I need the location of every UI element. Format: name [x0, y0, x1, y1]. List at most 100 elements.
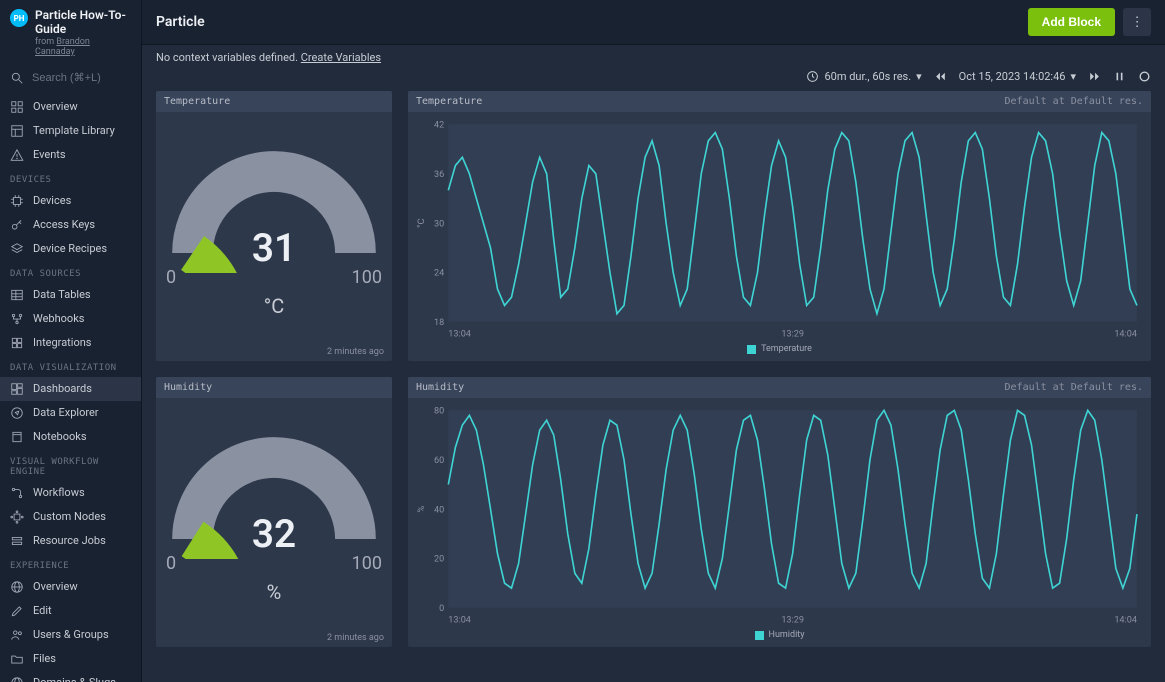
widget-title: Temperature — [164, 96, 230, 107]
warn-icon — [10, 148, 24, 162]
puzzle-icon — [10, 336, 24, 350]
nav-section-heading: DEVICES — [0, 167, 141, 189]
search-input[interactable] — [32, 72, 131, 84]
svg-text:30: 30 — [434, 218, 444, 229]
nav-item-resource-jobs[interactable]: Resource Jobs — [0, 529, 141, 553]
duration-selector[interactable]: 60m dur., 60s res. ▾ — [806, 70, 921, 83]
gauge-unit: °C — [264, 294, 285, 318]
search-icon — [10, 71, 24, 85]
widget-footer: 2 minutes ago — [156, 343, 392, 361]
nav-item-data-tables[interactable]: Data Tables — [0, 283, 141, 307]
key-icon — [10, 218, 24, 232]
pen-icon — [10, 604, 24, 618]
svg-text:18: 18 — [434, 317, 444, 328]
context-message: No context variables defined. — [156, 51, 298, 64]
nav-item-edit[interactable]: Edit — [0, 599, 141, 623]
nav-section-heading: EXPERIENCE — [0, 553, 141, 575]
pause-icon — [1113, 70, 1126, 83]
widget-footer: 2 minutes ago — [156, 629, 392, 647]
time-toolbar: 60m dur., 60s res. ▾ Oct 15, 2023 14:02:… — [142, 70, 1165, 91]
refresh-icon — [1138, 70, 1151, 83]
svg-text:13:04: 13:04 — [448, 615, 471, 626]
layers-icon — [10, 242, 24, 256]
nav-section-heading: DATA SOURCES — [0, 261, 141, 283]
gauge-svg: 31 — [162, 141, 386, 273]
svg-text:13:29: 13:29 — [781, 615, 804, 626]
chip-icon — [10, 194, 24, 208]
create-variables-link[interactable]: Create Variables — [301, 51, 381, 64]
main: Particle Add Block ⋮ No context variable… — [142, 0, 1165, 682]
svg-text:0: 0 — [439, 603, 444, 614]
nav-item-domains-slugs[interactable]: Domains & Slugs — [0, 671, 141, 682]
chart-humidity: Humidity Default at Default res. % 02040… — [408, 377, 1151, 647]
nav-item-device-recipes[interactable]: Device Recipes — [0, 237, 141, 261]
folder-icon — [10, 652, 24, 666]
nav-item-integrations[interactable]: Integrations — [0, 331, 141, 355]
svg-text:36: 36 — [434, 169, 444, 180]
nav-item-template-library[interactable]: Template Library — [0, 119, 141, 143]
gauge-unit: % — [267, 580, 282, 604]
dashboard-grid: Temperature 31 0100 °C 2 minutes ago Tem… — [142, 91, 1165, 682]
nav-item-overview[interactable]: Overview — [0, 575, 141, 599]
nav-item-webhooks[interactable]: Webhooks — [0, 307, 141, 331]
nav-item-custom-nodes[interactable]: Custom Nodes — [0, 505, 141, 529]
rewind-button[interactable] — [934, 70, 947, 83]
timestamp-selector[interactable]: Oct 15, 2023 14:02:46 ▾ — [959, 70, 1076, 83]
gauge-humidity: Humidity 32 0100 % 2 minutes ago — [156, 377, 392, 647]
pause-button[interactable] — [1113, 70, 1126, 83]
widget-meta: Default at Default res. — [1005, 96, 1143, 107]
svg-text:31: 31 — [252, 226, 296, 271]
nav-item-data-explorer[interactable]: Data Explorer — [0, 401, 141, 425]
page-title: Particle — [156, 14, 205, 30]
chart-legend: Temperature — [416, 341, 1143, 357]
avatar: PH — [10, 9, 28, 27]
nav-item-users-groups[interactable]: Users & Groups — [0, 623, 141, 647]
flow-icon — [10, 486, 24, 500]
forward-icon — [1088, 70, 1101, 83]
topbar: Particle Add Block ⋮ — [142, 0, 1165, 45]
nav-item-overview[interactable]: Overview — [0, 95, 141, 119]
widget-title: Temperature — [416, 96, 482, 107]
clock-icon — [806, 70, 819, 83]
nav-item-events[interactable]: Events — [0, 143, 141, 167]
gauge-temperature: Temperature 31 0100 °C 2 minutes ago — [156, 91, 392, 361]
rewind-icon — [934, 70, 947, 83]
svg-text:60: 60 — [434, 455, 444, 466]
svg-text:13:04: 13:04 — [448, 329, 471, 340]
nav-section-heading: VISUAL WORKFLOW ENGINE — [0, 449, 141, 481]
chart-svg: % 02040608013:0413:2914:04 — [416, 404, 1143, 627]
svg-text:42: 42 — [434, 119, 444, 130]
globe-icon — [10, 580, 24, 594]
svg-text:14:04: 14:04 — [1114, 329, 1137, 340]
template-icon — [10, 124, 24, 138]
forward-button[interactable] — [1088, 70, 1101, 83]
nav-item-devices[interactable]: Devices — [0, 189, 141, 213]
widget-title: Humidity — [164, 382, 212, 393]
search-row[interactable] — [0, 65, 141, 95]
job-icon — [10, 534, 24, 548]
svg-text:%: % — [416, 505, 427, 512]
svg-text:24: 24 — [434, 267, 445, 278]
globe-icon — [10, 676, 24, 682]
chart-legend: Humidity — [416, 627, 1143, 643]
svg-text:40: 40 — [434, 504, 444, 515]
sidebar: PH Particle How-To-Guide from Brandon Ca… — [0, 0, 142, 682]
more-button[interactable]: ⋮ — [1123, 8, 1151, 36]
nav-item-dashboards[interactable]: Dashboards — [0, 377, 141, 401]
nav-section-heading: DATA VISUALIZATION — [0, 355, 141, 377]
users-icon — [10, 628, 24, 642]
nav-item-notebooks[interactable]: Notebooks — [0, 425, 141, 449]
svg-text:14:04: 14:04 — [1114, 615, 1137, 626]
dash-icon — [10, 382, 24, 396]
chart-svg: °C 182430364213:0413:2914:04 — [416, 118, 1143, 341]
add-block-button[interactable]: Add Block — [1028, 8, 1115, 36]
nav-item-files[interactable]: Files — [0, 647, 141, 671]
svg-text:32: 32 — [252, 512, 296, 557]
nav-item-access-keys[interactable]: Access Keys — [0, 213, 141, 237]
refresh-button[interactable] — [1138, 70, 1151, 83]
hook-icon — [10, 312, 24, 326]
table-icon — [10, 288, 24, 302]
svg-text:13:29: 13:29 — [781, 329, 804, 340]
widget-title: Humidity — [416, 382, 464, 393]
nav-item-workflows[interactable]: Workflows — [0, 481, 141, 505]
